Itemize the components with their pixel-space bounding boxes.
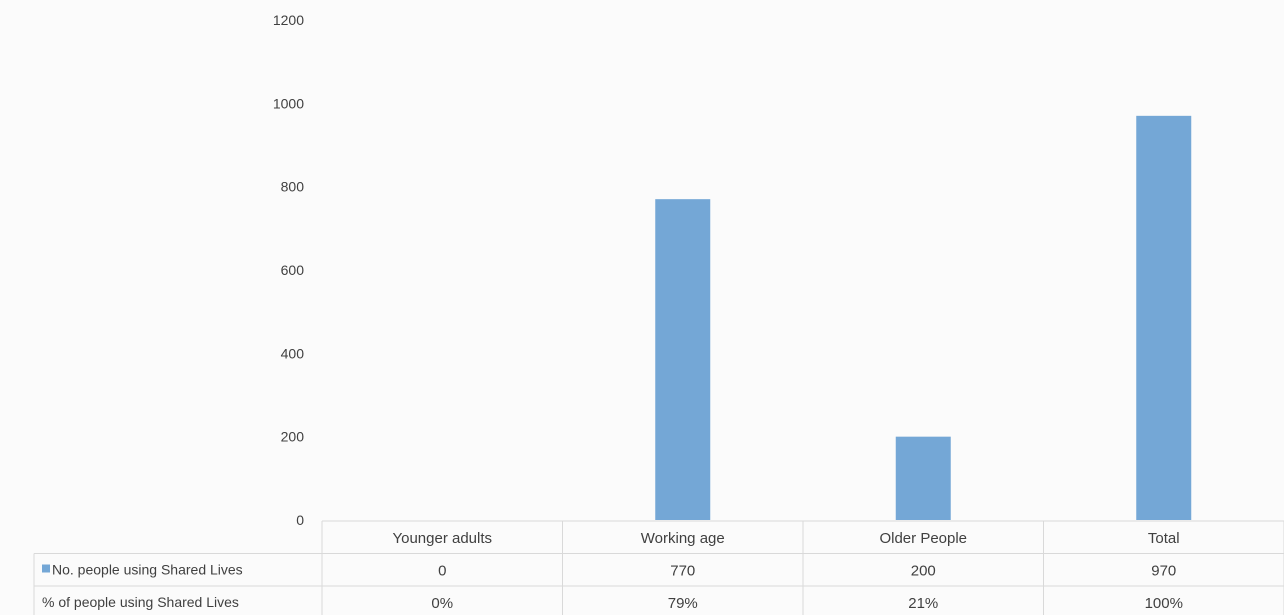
y-tick-label: 400 <box>281 345 305 361</box>
bar <box>655 199 711 520</box>
data-label: 100% <box>1145 595 1183 612</box>
data-label: 79% <box>668 595 698 612</box>
bar-series <box>655 115 1192 520</box>
data-table: Younger adults Working age Older People Tot… <box>33 520 1284 615</box>
y-tick-label: 200 <box>281 429 305 445</box>
y-tick-label: 600 <box>281 262 305 278</box>
bar <box>1136 115 1192 520</box>
table-row-label: % of people using Shared Lives <box>42 594 239 610</box>
data-label: 0 <box>438 563 446 580</box>
y-tick-label: 0 <box>296 512 304 528</box>
table-row-label: No. people using Shared Lives <box>52 562 243 578</box>
data-label: 0% <box>431 595 453 612</box>
data-label: 21% <box>908 595 938 612</box>
x-category-label: Older People <box>879 530 967 547</box>
legend-key <box>42 564 50 573</box>
x-category-label: Total <box>1148 530 1180 547</box>
y-axis: 0 200 400 600 800 1000 1200 <box>273 12 304 528</box>
y-tick-label: 1000 <box>273 95 304 111</box>
data-label: 770 <box>670 563 695 580</box>
data-label: 970 <box>1151 563 1176 580</box>
y-tick-label: 800 <box>281 179 305 195</box>
y-tick-label: 1200 <box>273 12 304 28</box>
x-category-label: Working age <box>641 530 725 547</box>
bar <box>895 436 951 520</box>
data-label: 200 <box>911 563 936 580</box>
x-category-label: Younger adults <box>392 530 492 547</box>
